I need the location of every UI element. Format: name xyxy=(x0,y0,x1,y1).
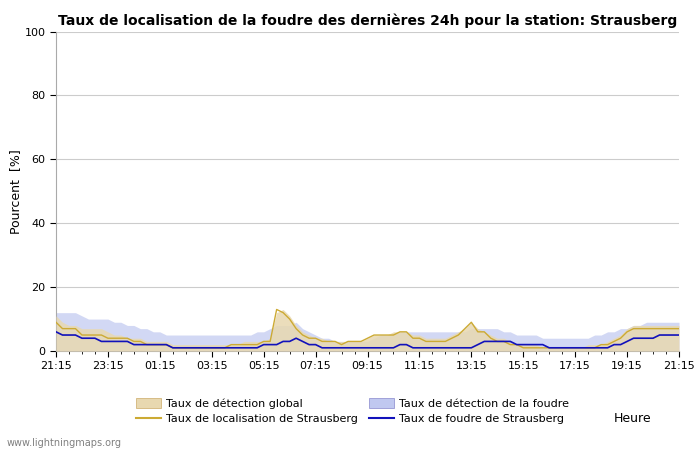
Y-axis label: Pourcent  [%]: Pourcent [%] xyxy=(9,149,22,234)
Text: Heure: Heure xyxy=(613,412,651,425)
Title: Taux de localisation de la foudre des dernières 24h pour la station: Strausberg: Taux de localisation de la foudre des de… xyxy=(58,13,677,27)
Legend: Taux de détection global, Taux de localisation de Strausberg, Taux de détection : Taux de détection global, Taux de locali… xyxy=(136,398,569,424)
Text: www.lightningmaps.org: www.lightningmaps.org xyxy=(7,438,122,448)
